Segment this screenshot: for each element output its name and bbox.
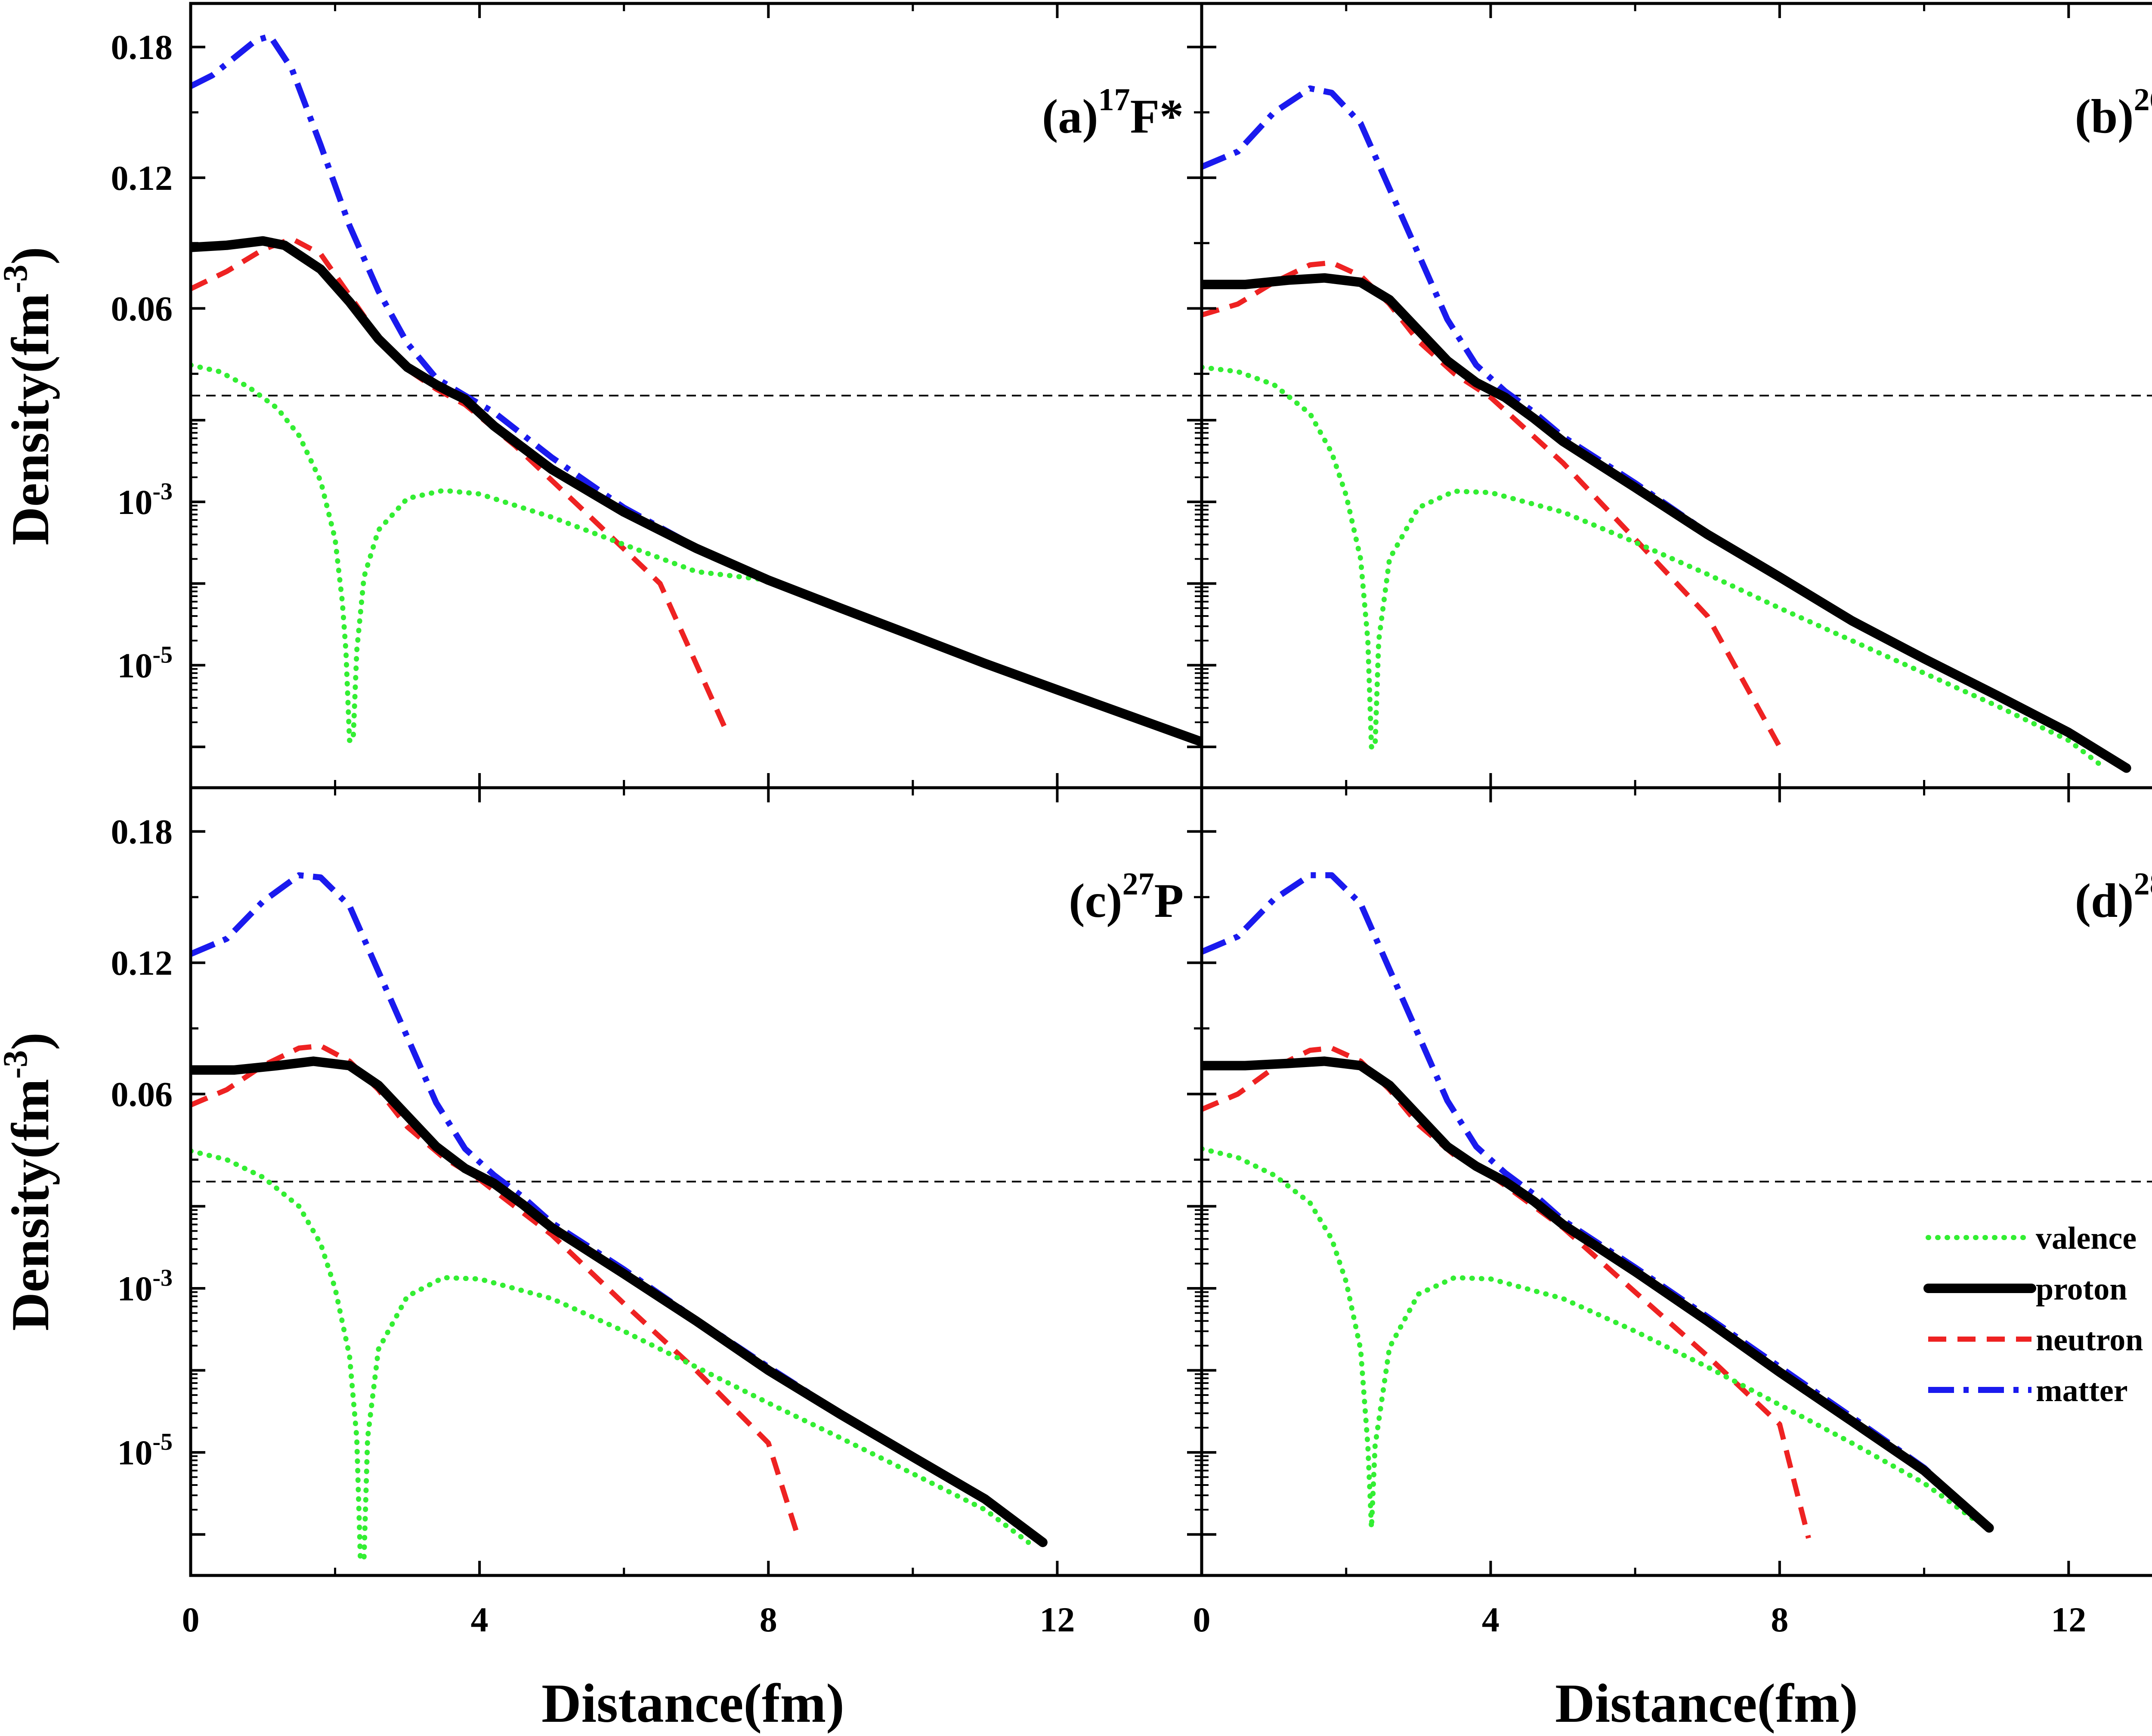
series-valence-line — [1202, 1146, 1978, 1531]
series-neutron-line — [1202, 1045, 1811, 1539]
panel-b: (b)26P — [1200, 2, 2152, 789]
y-tick-label: 10-5 — [117, 641, 173, 685]
panel-d: 0 4 8 12 (d)28P — [1193, 786, 2152, 1639]
y-axis-label-bottom: Density(fm-3) — [0, 1032, 60, 1331]
y-tick-label: 0.18 — [111, 812, 173, 851]
series-group — [1202, 85, 2131, 773]
series-matter-line — [1202, 872, 1991, 1530]
series-proton-line — [1202, 1056, 1994, 1533]
panel-c: 0 4 8 12 0.18 0.12 0.06 10-3 10-5 (c)27P — [111, 786, 1203, 1639]
series-neutron-line — [191, 1043, 800, 1535]
legend-label-proton: proton — [2036, 1272, 2127, 1307]
x-tick-label: 12 — [1039, 1600, 1075, 1639]
x-tick-label: 8 — [760, 1600, 777, 1639]
series-matter-line — [1202, 85, 2128, 771]
legend-label-neutron: neutron — [2036, 1322, 2143, 1358]
y-tick-label: 0.12 — [111, 944, 173, 983]
legend-label-matter: matter — [2036, 1373, 2128, 1408]
panel-label: (a)17F* — [1042, 82, 1184, 143]
series-proton-line — [191, 236, 1202, 747]
y-tick-label: 0.06 — [111, 1075, 173, 1114]
series-valence-line — [191, 1148, 1031, 1562]
x-tick-label: 0 — [1193, 1600, 1211, 1639]
y-axis-label-top: Density(fm-3) — [0, 247, 60, 545]
y-tick-label: 10-3 — [117, 478, 173, 522]
y-tick-label: 10-5 — [117, 1429, 173, 1472]
axis-labels-layer: Density(fm-3) Density(fm-3) Distance(fm)… — [0, 247, 1858, 1734]
x-tick-label: 4 — [471, 1600, 489, 1639]
x-tick-label: 12 — [2051, 1600, 2086, 1639]
x-tick-label: 4 — [1482, 1600, 1500, 1639]
panel-label: (d)28P — [2075, 866, 2152, 928]
y-tick-label: 10-3 — [117, 1265, 173, 1308]
legend-label-valence: valence — [2036, 1221, 2137, 1256]
panel-label: (b)26P — [2075, 82, 2152, 143]
series-group — [191, 872, 1048, 1562]
series-neutron-line — [191, 236, 728, 729]
series-valence-line — [1202, 365, 2108, 771]
y-tick-label: 0.18 — [111, 28, 173, 67]
y-tick-label: 0.06 — [111, 289, 173, 328]
x-tick-label: 0 — [182, 1600, 200, 1639]
legend: valence proton neutron matter — [1923, 1221, 2143, 1408]
series-proton-line — [191, 1056, 1048, 1547]
series-matter-line — [191, 872, 1045, 1545]
series-group — [1202, 872, 1994, 1539]
y-tick-label: 0.12 — [111, 158, 173, 198]
x-axis-label-right: Distance(fm) — [1555, 1673, 1858, 1734]
series-proton-line — [1202, 273, 2131, 773]
plot-frame — [1200, 786, 2152, 1577]
x-tick-label: 8 — [1771, 1600, 1788, 1639]
panel-a: 0.18 0.12 0.06 10-3 10-5 (a)17F* — [111, 2, 1203, 789]
panel-label: (c)27P — [1069, 866, 1184, 928]
x-axis-label-left: Distance(fm) — [541, 1673, 844, 1734]
panels-layer: 0.18 0.12 0.06 10-3 10-5 (a)17F* (b)26P 0 4 8 12 0.… — [111, 2, 2152, 1639]
series-group — [191, 33, 1202, 747]
series-neutron-line — [1202, 260, 1782, 749]
